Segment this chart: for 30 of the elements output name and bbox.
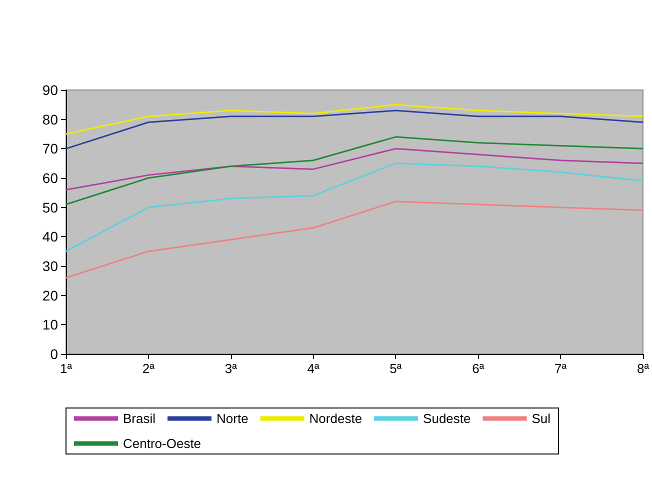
y-tick-label: 50 [42, 199, 58, 216]
y-tick-label: 30 [42, 258, 58, 274]
line-series [65, 104, 644, 135]
line-series [65, 162, 644, 252]
legend-label: Sudeste [423, 411, 471, 426]
line-series [65, 200, 644, 278]
x-tick-label: 5ª [390, 361, 402, 376]
y-tick-label: 40 [42, 228, 58, 245]
y-tick-label: 80 [42, 111, 58, 128]
y-tick-label: 20 [42, 287, 58, 304]
x-tick-label: 2ª [142, 361, 155, 376]
y-tick-label: 60 [42, 170, 58, 186]
y-tick-label: 90 [42, 82, 58, 98]
x-tick-label: 7ª [554, 361, 567, 376]
y-tick-label: 0 [50, 346, 58, 362]
legend-label: Nordeste [309, 411, 362, 426]
y-tick-label: 10 [42, 316, 58, 333]
x-tick-label: 3ª [224, 361, 238, 376]
legend-label: Brasil [123, 411, 156, 426]
x-tick-label: 1ª [60, 361, 72, 376]
y-tick-label: 70 [42, 140, 58, 157]
legend-label: Norte [216, 411, 248, 426]
x-tick-label: 8ª [636, 361, 650, 376]
line-series [65, 148, 644, 190]
line-series [65, 110, 644, 150]
x-tick-label: 4ª [307, 361, 320, 376]
line-series [65, 136, 644, 206]
legend-label: Sul [532, 411, 551, 426]
legend-label: Centro-Oeste [123, 436, 202, 451]
x-tick-label: 6ª [472, 361, 484, 376]
